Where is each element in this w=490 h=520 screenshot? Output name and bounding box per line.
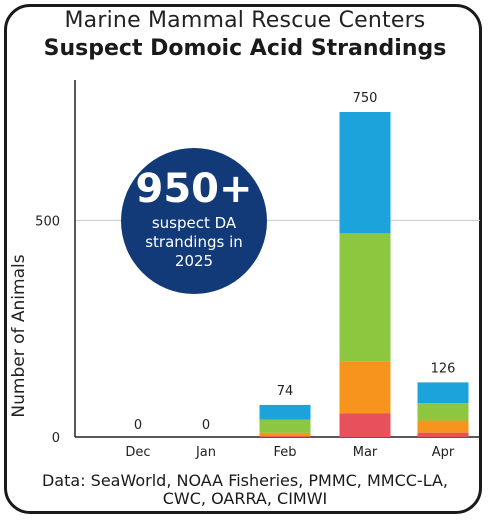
x-tick-label: Mar [353,445,378,460]
bar-total-label: 750 [353,91,378,106]
x-tick-label: Dec [125,445,150,460]
x-tick-label: Jan [195,445,216,460]
bars-layer [259,112,469,437]
x-tick-label: Feb [273,445,296,460]
y-axis-title: Number of Animals [9,254,29,417]
y-tick-label: 0 [52,431,60,446]
bar-segment-mar-0 [339,413,391,437]
bar-segment-feb-0 [259,436,311,437]
bar-total-label: 126 [431,361,456,376]
bar-segment-apr-0 [417,432,469,437]
bar-segment-mar-2 [339,233,391,362]
bar-segment-apr-3 [417,382,469,404]
bar-total-label: 74 [277,384,294,399]
bar-segment-feb-2 [259,419,311,433]
bar-total-label: 0 [202,418,210,433]
labels-layer: Dec 0 Jan 0 Feb 74 Mar 750 Apr 126 [125,91,455,460]
data-source-note: Data: SeaWorld, NOAA Fisheries, PMMC, MM… [41,471,449,508]
callout-number: 950+ [135,166,253,212]
total-strandings-callout: 950+ suspect DA strandings in 2025 [121,148,267,294]
callout-text: suspect DA strandings in 2025 [145,214,243,270]
chart-title-line2: Suspect Domoic Acid Strandings [43,36,447,61]
bar-segment-mar-3 [339,112,391,234]
bar-segment-mar-1 [339,361,391,414]
chart-title-line1: Marine Mammal Rescue Centers [64,8,426,33]
bar-segment-apr-1 [417,420,469,433]
bar-segment-feb-1 [259,432,311,437]
bar-segment-feb-3 [259,404,311,420]
bar-segment-apr-2 [417,403,469,421]
bar-total-label: 0 [134,418,142,433]
y-tick-label: 500 [35,214,60,229]
x-tick-label: Apr [432,445,455,460]
